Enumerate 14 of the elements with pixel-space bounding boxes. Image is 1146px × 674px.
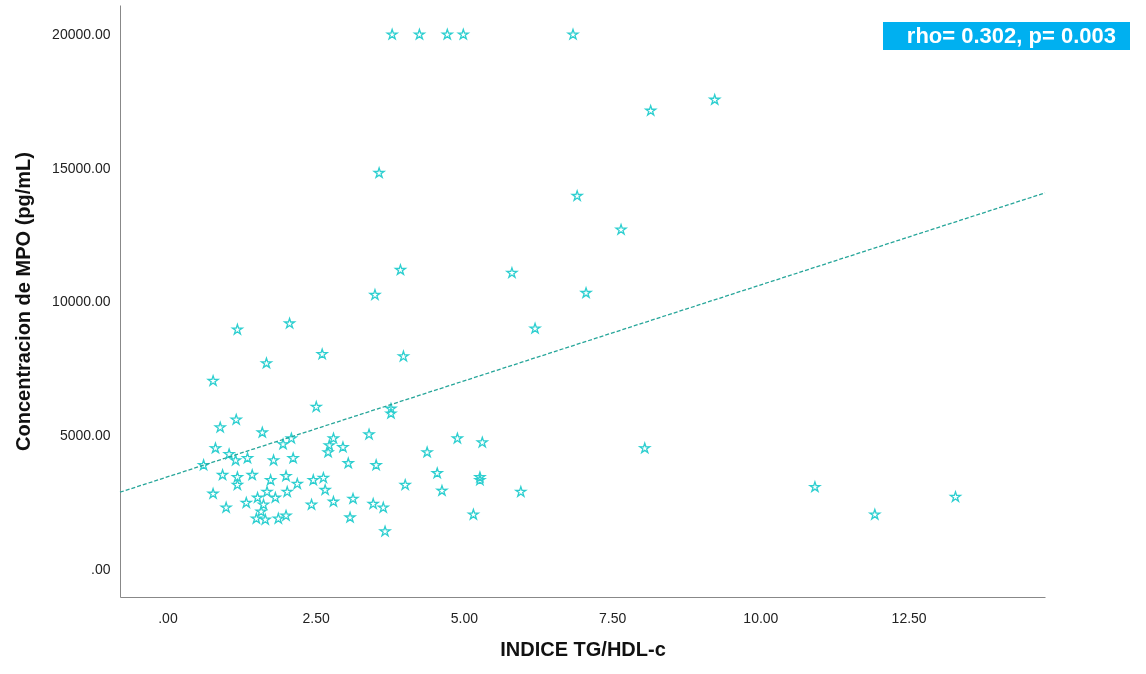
y-tick-label: 15000.00	[52, 159, 111, 176]
y-tick-label: .00	[91, 560, 111, 577]
x-axis-title: INDICE TG/HDL-c	[500, 637, 666, 660]
x-tick-label: 10.00	[743, 609, 779, 626]
y-tick-label: 20000.00	[52, 26, 111, 43]
x-tick-label: 5.00	[450, 609, 479, 626]
y-axis-title: Concentracion de MPO (pg/mL)	[12, 152, 35, 451]
x-tick-label: 2.50	[302, 609, 331, 626]
y-tick-label: 5000.00	[59, 427, 111, 444]
y-tick-label: 10000.00	[52, 293, 111, 310]
x-tick-label: 12.50	[891, 609, 927, 626]
annotation: rho= 0.302, p= 0.003	[882, 22, 1130, 50]
x-tick-label: .00	[158, 609, 178, 626]
x-tick-label: 7.50	[599, 609, 627, 626]
